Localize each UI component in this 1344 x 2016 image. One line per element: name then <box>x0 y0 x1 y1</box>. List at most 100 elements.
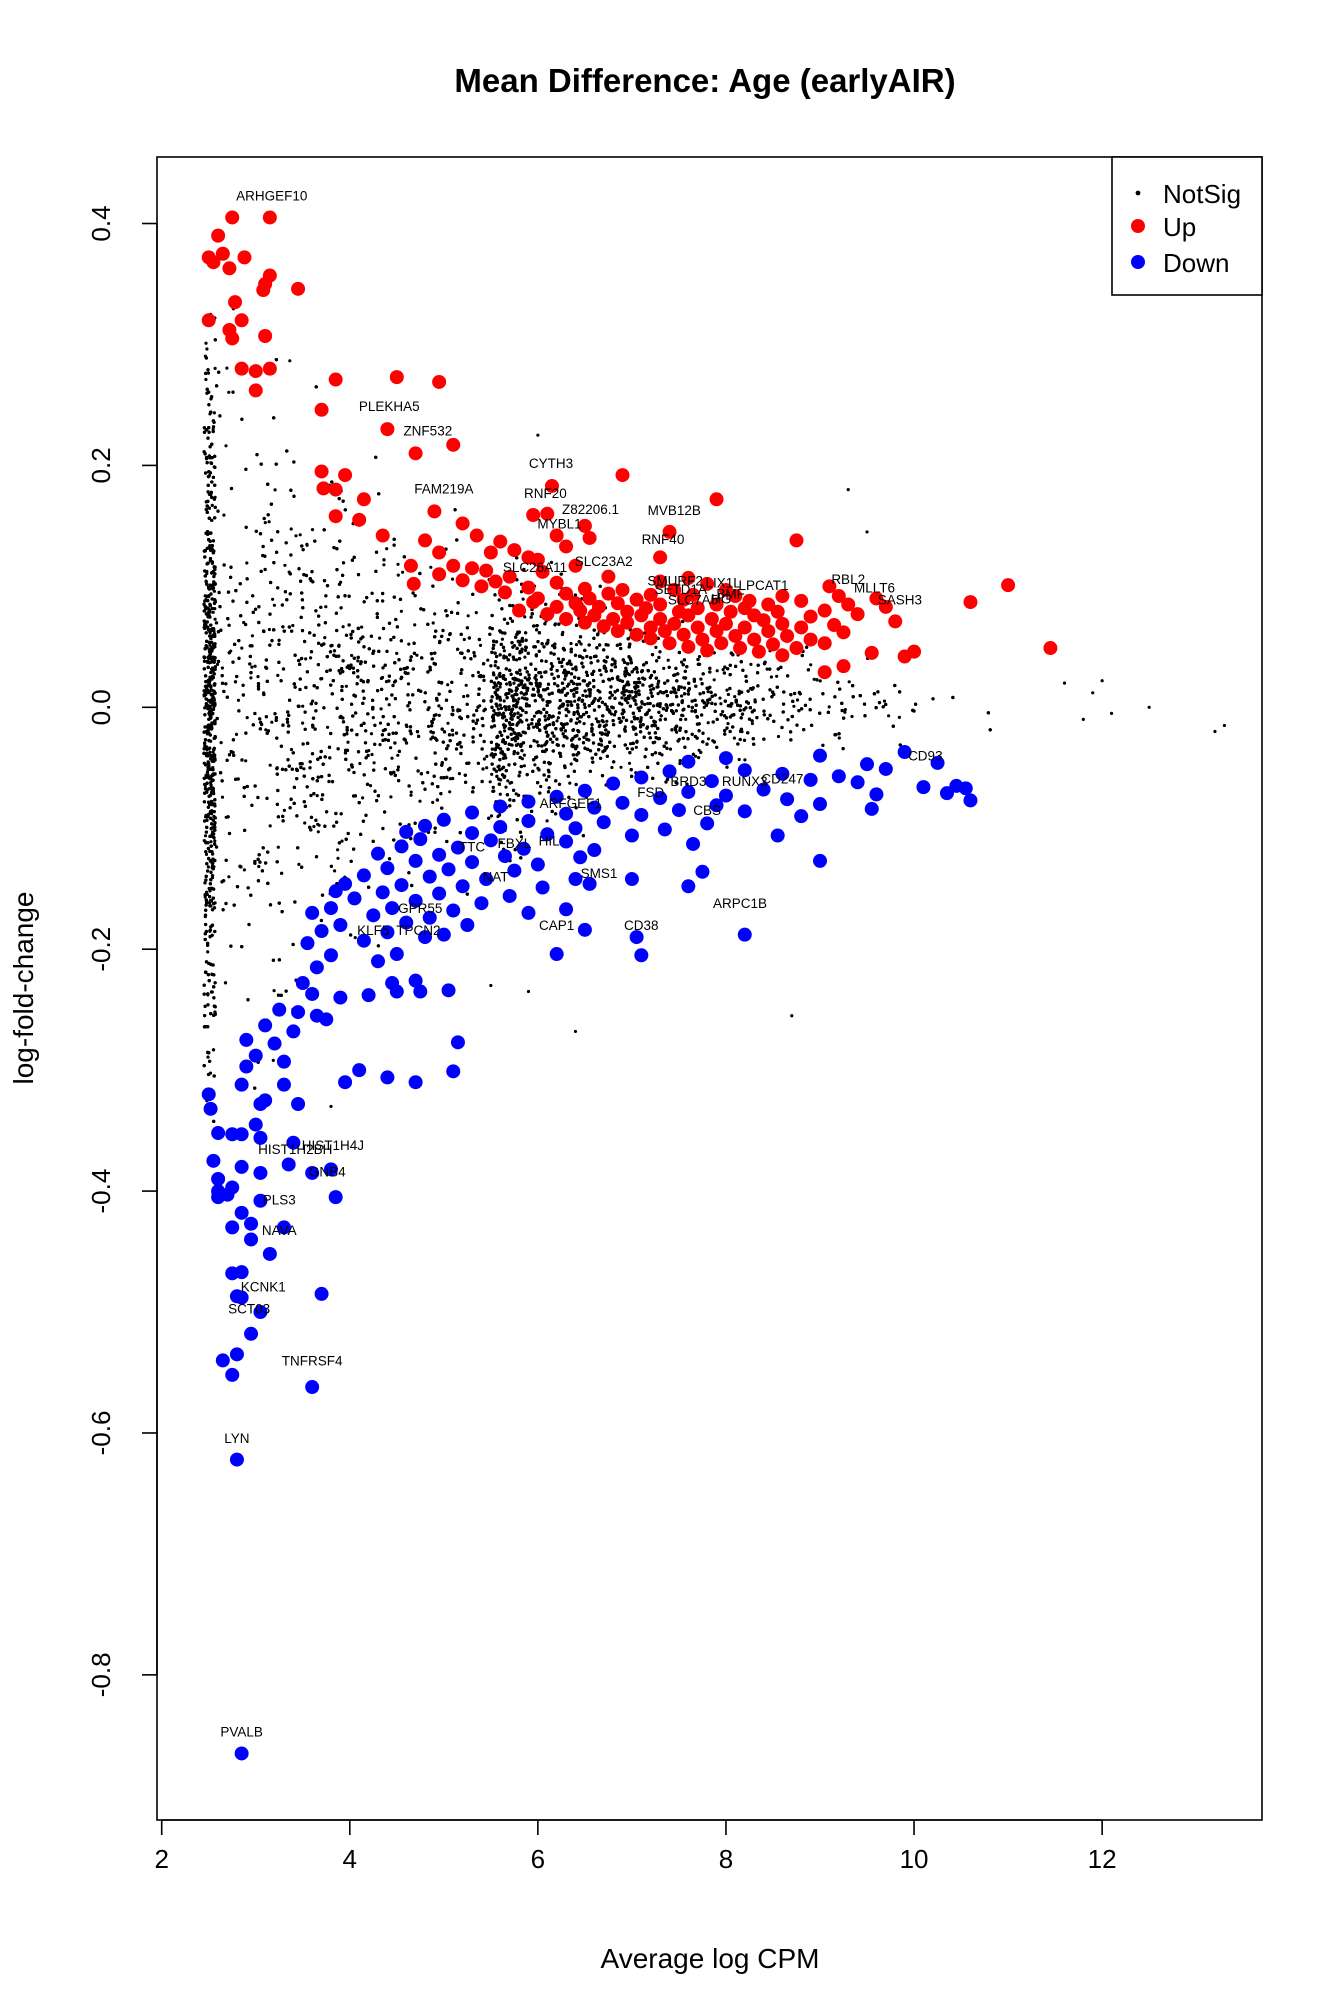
notsig-point <box>288 359 292 363</box>
notsig-point <box>244 759 248 763</box>
notsig-point <box>765 667 769 671</box>
notsig-point <box>446 683 450 687</box>
notsig-point <box>668 747 673 751</box>
notsig-point <box>517 697 521 701</box>
notsig-point <box>581 693 585 698</box>
notsig-point <box>206 371 211 375</box>
notsig-point <box>837 736 841 740</box>
notsig-point <box>369 732 374 736</box>
notsig-point <box>523 676 527 680</box>
notsig-point <box>687 704 691 709</box>
notsig-point <box>372 761 376 765</box>
notsig-point <box>249 676 253 680</box>
notsig-point <box>515 658 519 662</box>
notsig-point <box>560 664 564 669</box>
notsig-point <box>379 707 383 711</box>
notsig-point <box>462 637 466 642</box>
notsig-point <box>508 616 512 621</box>
notsig-point <box>206 1055 210 1059</box>
notsig-point <box>680 694 684 698</box>
notsig-point <box>371 716 375 720</box>
notsig-point <box>718 696 722 700</box>
notsig-point <box>378 636 382 640</box>
notsig-point <box>605 719 609 723</box>
notsig-point <box>627 761 632 765</box>
notsig-point <box>333 869 337 873</box>
notsig-point <box>389 746 393 750</box>
notsig-point <box>514 739 518 743</box>
notsig-point <box>666 658 670 662</box>
notsig-point <box>726 722 730 726</box>
notsig-point <box>270 720 274 724</box>
notsig-point <box>574 643 579 647</box>
notsig-point <box>850 714 854 719</box>
notsig-point <box>213 839 217 843</box>
notsig-point <box>368 784 373 788</box>
notsig-point <box>396 721 400 725</box>
notsig-point <box>219 741 223 745</box>
notsig-point <box>451 708 455 713</box>
notsig-point <box>282 808 286 813</box>
notsig-point <box>697 655 702 659</box>
notsig-point <box>654 645 658 650</box>
notsig-point <box>630 720 634 724</box>
notsig-point <box>514 792 518 796</box>
notsig-point <box>504 785 508 789</box>
notsig-point <box>310 528 315 532</box>
notsig-point <box>401 570 405 574</box>
notsig-point <box>575 686 579 691</box>
notsig-point <box>464 683 468 687</box>
notsig-point <box>203 895 207 899</box>
notsig-point <box>212 589 216 593</box>
notsig-point <box>809 663 813 667</box>
notsig-point <box>268 763 272 767</box>
notsig-point <box>656 682 660 686</box>
notsig-point <box>505 682 509 686</box>
notsig-point <box>510 743 514 747</box>
notsig-point <box>450 705 455 709</box>
notsig-point <box>415 653 419 657</box>
notsig-point <box>569 762 573 766</box>
notsig-point <box>623 725 627 729</box>
notsig-point <box>267 627 271 632</box>
notsig-point <box>210 503 214 507</box>
notsig-point <box>486 658 490 662</box>
notsig-point <box>556 716 560 720</box>
notsig-point <box>395 651 399 656</box>
notsig-point <box>706 721 710 725</box>
notsig-point <box>253 664 257 668</box>
notsig-point <box>750 721 755 726</box>
notsig-point <box>225 366 229 370</box>
notsig-point <box>577 737 582 741</box>
notsig-point <box>220 795 225 799</box>
notsig-point <box>637 709 642 713</box>
notsig-point <box>827 705 831 709</box>
notsig-point <box>437 713 441 718</box>
notsig-point <box>491 785 495 790</box>
notsig-point <box>323 636 327 640</box>
notsig-point <box>242 868 246 872</box>
notsig-point <box>725 688 729 692</box>
notsig-point <box>662 666 666 671</box>
notsig-point <box>264 728 268 732</box>
notsig-point <box>206 768 210 772</box>
notsig-point <box>493 664 497 668</box>
notsig-point <box>338 671 342 675</box>
notsig-point <box>812 677 816 681</box>
notsig-point <box>304 657 308 661</box>
notsig-point <box>847 680 851 684</box>
notsig-point <box>203 834 208 838</box>
notsig-point <box>690 709 694 713</box>
notsig-point <box>336 848 340 852</box>
notsig-point <box>680 660 684 664</box>
notsig-point <box>504 708 508 712</box>
notsig-point <box>579 642 583 646</box>
notsig-point <box>427 724 431 729</box>
notsig-point <box>548 723 552 727</box>
notsig-point <box>457 772 461 776</box>
notsig-point <box>512 681 516 685</box>
notsig-point <box>503 729 507 733</box>
notsig-point <box>519 590 524 594</box>
